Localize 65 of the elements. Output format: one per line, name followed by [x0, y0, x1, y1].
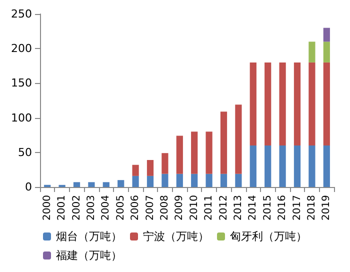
bar	[118, 180, 124, 187]
x-tick-label: 2016	[277, 195, 288, 220]
x-tick-label: 2000	[42, 195, 53, 220]
bar	[235, 104, 242, 174]
x-tick-label: 2008	[159, 195, 170, 220]
bar	[191, 132, 198, 174]
bar	[73, 182, 80, 187]
x-tick-label: 2019	[321, 195, 332, 220]
bar	[250, 62, 256, 146]
x-tick-label: 2013	[232, 195, 244, 220]
bar	[264, 145, 272, 187]
legend-label: 宁波（万吨）	[143, 230, 209, 243]
x-tick-label: 2017	[292, 195, 303, 220]
bar	[88, 182, 95, 187]
x-tick-label: 2015	[262, 195, 274, 220]
x-tick-label: 2007	[144, 195, 156, 220]
x-tick-label: 2011	[204, 195, 215, 220]
bar	[279, 62, 286, 146]
x-tick-label: 2009	[174, 195, 186, 220]
bar	[162, 153, 168, 174]
y-tick-label: 50	[18, 146, 32, 159]
bar	[308, 42, 316, 62]
bar	[323, 42, 330, 62]
bar	[220, 174, 228, 187]
x-tick-label: 2005	[115, 195, 126, 220]
x-tick-label: 2002	[71, 195, 82, 220]
x-tick-label: 2012	[218, 195, 230, 220]
x-tick-label: 2010	[188, 195, 200, 220]
x-tick-label: 2018	[306, 195, 318, 220]
y-tick-label: 250	[11, 8, 32, 20]
bar	[323, 62, 330, 146]
x-tick-label: 2004	[100, 195, 112, 220]
bar	[146, 160, 154, 176]
legend-label: 福建（万吨）	[56, 249, 122, 262]
bar	[323, 28, 330, 42]
x-tick-label: 2006	[130, 195, 142, 220]
bar	[308, 145, 316, 187]
y-tick-label: 0	[25, 180, 32, 194]
bar	[191, 174, 198, 187]
bar	[176, 174, 183, 187]
bar	[176, 136, 183, 174]
bar	[323, 145, 330, 187]
x-tick-label: 2003	[86, 195, 97, 220]
bar	[132, 176, 139, 187]
x-tick-label: 2001	[56, 195, 68, 220]
bar	[294, 145, 301, 187]
legend-label: 烟台（万吨）	[56, 230, 122, 243]
y-tick-label: 100	[11, 111, 32, 124]
bar	[146, 176, 154, 187]
bar	[235, 174, 242, 187]
bar	[308, 62, 316, 146]
bar	[294, 62, 301, 146]
bar	[250, 145, 256, 187]
bar	[102, 182, 110, 187]
x-tick-label: 2014	[248, 195, 259, 220]
y-tick-label: 150	[11, 76, 32, 90]
bar	[206, 132, 212, 174]
bar	[264, 62, 272, 146]
legend-label: 匈牙利（万吨）	[230, 230, 307, 243]
bar	[132, 164, 139, 176]
bar	[279, 145, 286, 187]
bar	[206, 174, 212, 187]
y-tick-label: 200	[11, 42, 32, 56]
bar	[162, 174, 168, 187]
bar	[220, 112, 228, 174]
